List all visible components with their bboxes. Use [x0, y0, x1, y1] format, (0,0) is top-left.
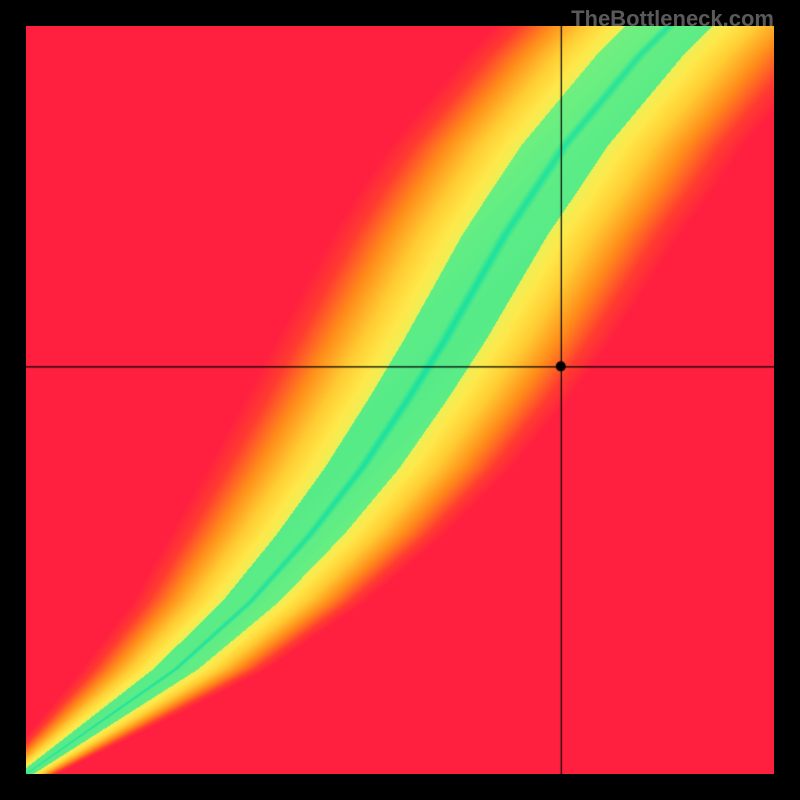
heatmap-plot	[26, 26, 774, 774]
heatmap-canvas	[26, 26, 774, 774]
chart-container: TheBottleneck.com	[0, 0, 800, 800]
watermark-text: TheBottleneck.com	[571, 6, 774, 32]
